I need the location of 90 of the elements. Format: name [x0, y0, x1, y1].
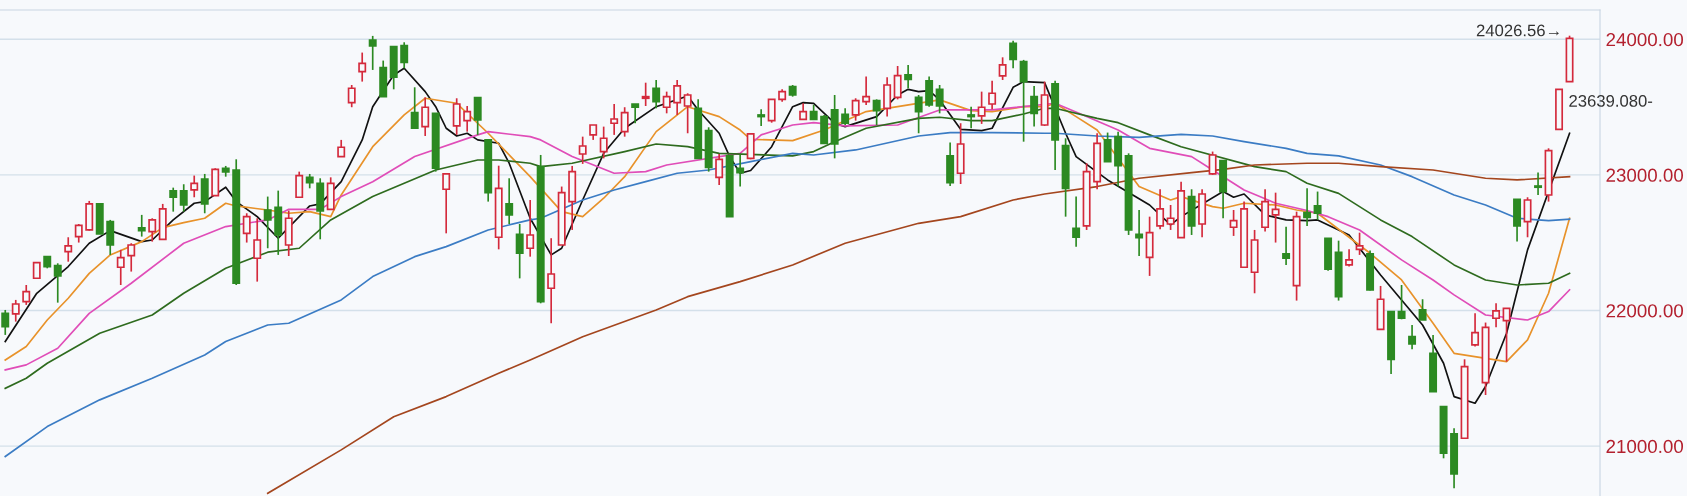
candlestick [473, 96, 482, 136]
candlestick [914, 94, 923, 135]
candlestick [620, 106, 629, 138]
candlestick [610, 103, 619, 136]
candlestick [988, 79, 997, 111]
candlestick [526, 199, 535, 258]
candlestick [683, 92, 692, 135]
candlestick [347, 84, 356, 109]
candlestick [1009, 39, 1018, 70]
candlestick [1103, 131, 1112, 163]
candlestick [757, 108, 766, 127]
candlestick [736, 154, 745, 188]
candlestick [715, 153, 724, 186]
candlestick [295, 170, 304, 199]
line-series [4, 131, 1571, 458]
candlestick [1502, 307, 1511, 363]
candlestick [106, 219, 115, 256]
candlestick [977, 90, 986, 125]
candlestick [169, 186, 178, 213]
candlestick [967, 105, 976, 130]
candlestick [862, 75, 871, 106]
candlestick [1534, 171, 1543, 196]
candlestick [515, 223, 524, 280]
candlestick [1492, 302, 1501, 329]
candlestick [1156, 188, 1165, 231]
candlestick [578, 135, 587, 165]
candlestick [673, 79, 682, 116]
y-tick-label: 23000.00 [1606, 168, 1684, 182]
candlestick [1229, 209, 1238, 237]
candlestick [1208, 150, 1217, 176]
candlestick [1135, 209, 1144, 257]
candlestick [74, 223, 83, 244]
candlestick [505, 177, 514, 225]
candlestick [1313, 190, 1322, 221]
candlestick [1271, 191, 1280, 244]
candlestick [893, 65, 902, 101]
candlestick [442, 173, 451, 235]
candlestick [410, 86, 419, 130]
candlestick [851, 97, 860, 122]
candlestick [1397, 284, 1406, 321]
candlestick [1166, 204, 1175, 231]
candlestick [137, 214, 146, 238]
candlestick [925, 75, 934, 108]
annotation: 24026.56→ [1476, 24, 1559, 37]
candlestick [148, 217, 157, 243]
candlestick [242, 212, 251, 244]
candlestick [179, 183, 188, 213]
candlestick [400, 41, 409, 70]
candlestick [1408, 324, 1417, 351]
candlestick [421, 96, 430, 137]
candlestick [652, 79, 661, 110]
candlestick [263, 195, 272, 250]
candlestick [358, 51, 367, 83]
candlestick [1072, 195, 1081, 248]
candlestick [1303, 187, 1312, 227]
candlestick [872, 98, 881, 126]
candlestick [253, 217, 262, 283]
candlestick [1030, 85, 1039, 128]
candlestick [64, 236, 73, 263]
annotation: 23639.080- [1569, 95, 1653, 107]
candlestick [998, 56, 1007, 81]
candlestick [368, 35, 377, 71]
y-tick-label: 24000.00 [1606, 32, 1684, 47]
candlestick [1355, 231, 1364, 256]
candlestick [631, 103, 640, 125]
candlestick [463, 105, 472, 133]
candlestick [53, 262, 62, 304]
y-tick-label: 21000.00 [1606, 439, 1684, 454]
candlestick [22, 284, 31, 306]
candlestick [662, 90, 671, 115]
candlestick [1019, 59, 1028, 143]
candlestick [1, 309, 10, 336]
candlestick [599, 125, 608, 160]
candlestick [935, 84, 944, 115]
candlestick [452, 97, 461, 136]
candlestick [1282, 225, 1291, 266]
candlestick [547, 237, 556, 325]
candlestick [11, 299, 20, 323]
line-series [266, 162, 1571, 495]
y-tick-label: 22000.00 [1606, 304, 1684, 318]
candlestick [1471, 312, 1480, 348]
candlestick [767, 98, 776, 124]
candlestick [127, 242, 136, 273]
candlestick [904, 64, 913, 90]
candlestick [116, 249, 125, 286]
candlestick [1418, 298, 1427, 321]
candlestick [641, 81, 650, 107]
candlestick [190, 174, 199, 199]
candlestick [883, 76, 892, 118]
candlestick [1523, 196, 1532, 239]
